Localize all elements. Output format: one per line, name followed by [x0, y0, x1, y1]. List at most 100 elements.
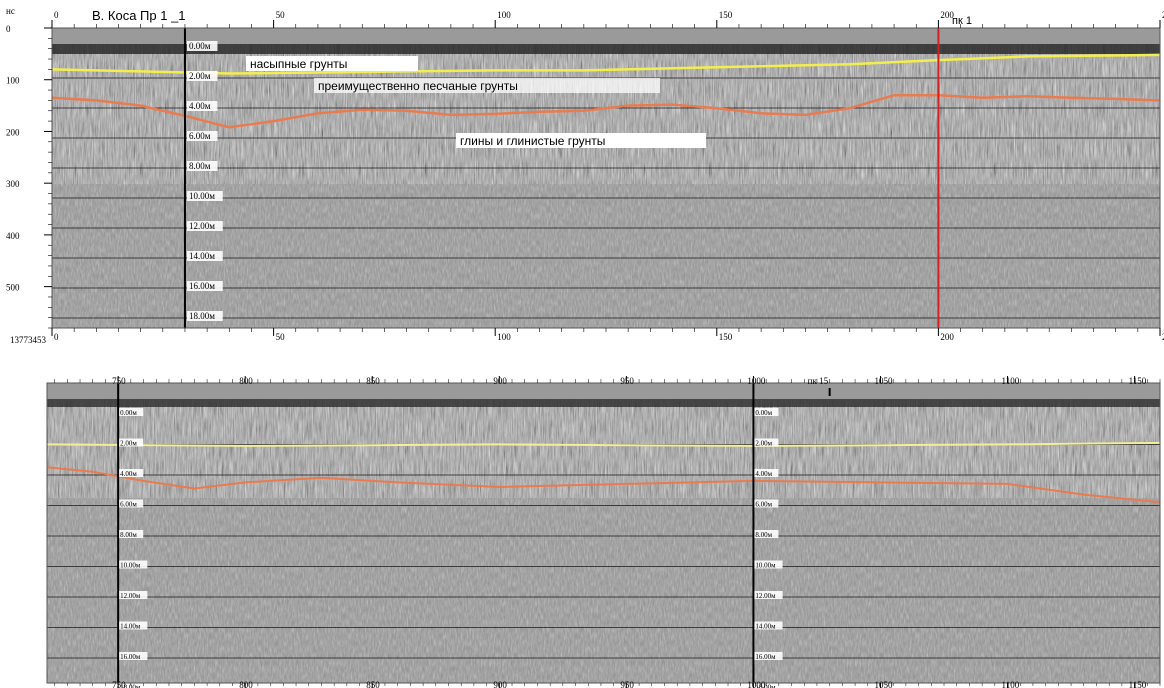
depth-label-bg	[754, 530, 779, 538]
depth-label-bg	[119, 408, 144, 416]
x-tick-label: 1150	[1129, 376, 1147, 386]
x-tick-label: 1050	[874, 376, 893, 386]
x-tick-label-bottom: 950	[620, 680, 634, 688]
layer-label-bg-2	[314, 78, 660, 93]
depth-label-bg	[119, 591, 148, 599]
top-air-band	[52, 28, 1160, 44]
depth-label: 8.00м	[189, 161, 211, 171]
depth-label-bg	[186, 311, 223, 321]
depth-label-bg	[754, 591, 783, 599]
x-tick-label-bottom: 100	[497, 332, 511, 342]
y-unit-label: нс	[6, 6, 15, 16]
x-tick-label: 900	[493, 376, 507, 386]
bottom-air-band	[47, 383, 1160, 399]
depth-label: 6.00м	[755, 501, 772, 509]
bottom-x-axis: 750 800 850 900 950 1000 1050 1100 1150	[54, 376, 1161, 386]
depth-label: 12.00м	[755, 592, 776, 600]
depth-label-bg	[119, 652, 148, 660]
depth-label: 8.00м	[755, 531, 772, 539]
depth-label: 18.00м	[120, 684, 141, 688]
depth-label: 10.00м	[189, 191, 215, 201]
depth-label-bg	[119, 682, 148, 688]
depth-label-bg	[754, 469, 779, 477]
depth-label: 0.00м	[755, 409, 772, 417]
bottom-depth-grid	[47, 444, 1160, 659]
depth-label-bg	[119, 469, 144, 477]
x-tick-label-bottom: 150	[719, 332, 733, 342]
x-tick-label: 50	[276, 10, 286, 20]
bottom-plot-border	[46, 382, 1161, 684]
bottom-x-axis-bottom: 750 800 850 900 950 1000 1050 1100 1150	[54, 680, 1161, 688]
x-tick-label: 1000	[747, 376, 766, 386]
layer-label-bg-1	[246, 56, 418, 71]
depth-label-bg	[186, 131, 218, 141]
bottom-horizons	[46, 441, 1161, 504]
x-tick-label: 750	[112, 376, 126, 386]
depth-label-bg	[186, 281, 223, 291]
depth-label: 6.00м	[120, 501, 137, 509]
top-reflection-zone	[52, 44, 1160, 184]
depth-label: 14.00м	[189, 251, 215, 261]
depth-label: 14.00м	[120, 623, 141, 631]
depth-label: 8.00м	[120, 531, 137, 539]
depth-label-bg	[119, 499, 144, 508]
depth-label: 12.00м	[120, 592, 141, 600]
depth-label: 16.00м	[189, 281, 215, 291]
x-tick-label-bottom: 1050	[874, 680, 893, 688]
y-tick-label: 200	[6, 127, 20, 137]
top-radargram: 0.00м 2.00м 4.00м 6.00м 8.00м 10.00м 12.00м 14.…	[6, 6, 1164, 345]
bottom-depth-marker-lines	[117, 383, 755, 683]
depth-label: 14.00м	[755, 623, 776, 631]
depth-label-bg	[186, 41, 218, 51]
picket-label-top: пк 1	[952, 15, 972, 27]
depth-label-bg	[119, 530, 144, 538]
layer-annotations: насыпные грунты преимущественно песчаные…	[246, 56, 706, 148]
x-tick-label-bottom: 1100	[1002, 680, 1020, 688]
x-tick-label: 250	[1162, 10, 1164, 20]
top-x-axis: 0 50 100 150 200 250	[51, 10, 1164, 28]
x-tick-label-bottom: 250	[1162, 332, 1164, 342]
chart-title: В. Коса Пр 1 _1	[92, 8, 186, 23]
depth-label-bg	[754, 621, 783, 630]
depth-label: 2.00м	[755, 440, 772, 448]
depth-label-bg	[754, 682, 783, 688]
depth-label: 16.00м	[755, 653, 776, 661]
depth-label-bg	[186, 71, 218, 81]
depth-label-bg	[754, 438, 779, 447]
clay-horizon-line	[46, 466, 1161, 504]
layer-label-bg-3	[456, 133, 706, 148]
depth-label-bg	[754, 499, 779, 508]
y-tick-label: 500	[6, 283, 20, 293]
depth-label: 6.00м	[189, 131, 211, 141]
depth-label-bg	[119, 438, 144, 447]
x-tick-label-bottom: 50	[276, 332, 286, 342]
top-y-axis: 0 100 200 300 400 500	[6, 24, 52, 329]
y-tick-label: 0	[6, 24, 11, 34]
depth-label-bg	[119, 560, 148, 569]
layer-label-fill: насыпные грунты	[250, 57, 347, 71]
x-tick-label-bottom: 800	[239, 680, 253, 688]
x-tick-label-bottom: 0	[54, 332, 59, 342]
layer-label-clay: глины и глинистые грунты	[460, 134, 605, 148]
x-tick-label: 100	[497, 10, 511, 20]
depth-label-bg	[186, 191, 223, 201]
depth-label: 0.00м	[120, 409, 137, 417]
depth-label: 2.00м	[189, 71, 211, 81]
top-surface-band	[52, 44, 1160, 54]
bottom-radargram: 0.00м 0.00м 2.00м 2.00м 4.00м 4.00м 6.00м 6.00м…	[46, 376, 1161, 688]
bottom-surface-band	[47, 399, 1160, 407]
x-tick-label: 950	[620, 376, 634, 386]
depth-label-bg	[186, 221, 223, 231]
depth-label-bg	[754, 560, 783, 569]
depth-label: 4.00м	[755, 470, 772, 478]
clay-horizon-line	[51, 93, 1161, 129]
x-tick-label: 150	[719, 10, 733, 20]
x-tick-label: 0	[54, 10, 59, 20]
depth-label-bg	[186, 161, 218, 171]
bottom-reflection-zone	[47, 398, 1160, 498]
x-tick-label-bottom: 900	[493, 680, 507, 688]
depth-label-bg	[754, 652, 783, 660]
x-tick-label-bottom: 850	[366, 680, 380, 688]
depth-label: 4.00м	[189, 101, 211, 111]
depth-label: 18.00м	[189, 311, 215, 321]
